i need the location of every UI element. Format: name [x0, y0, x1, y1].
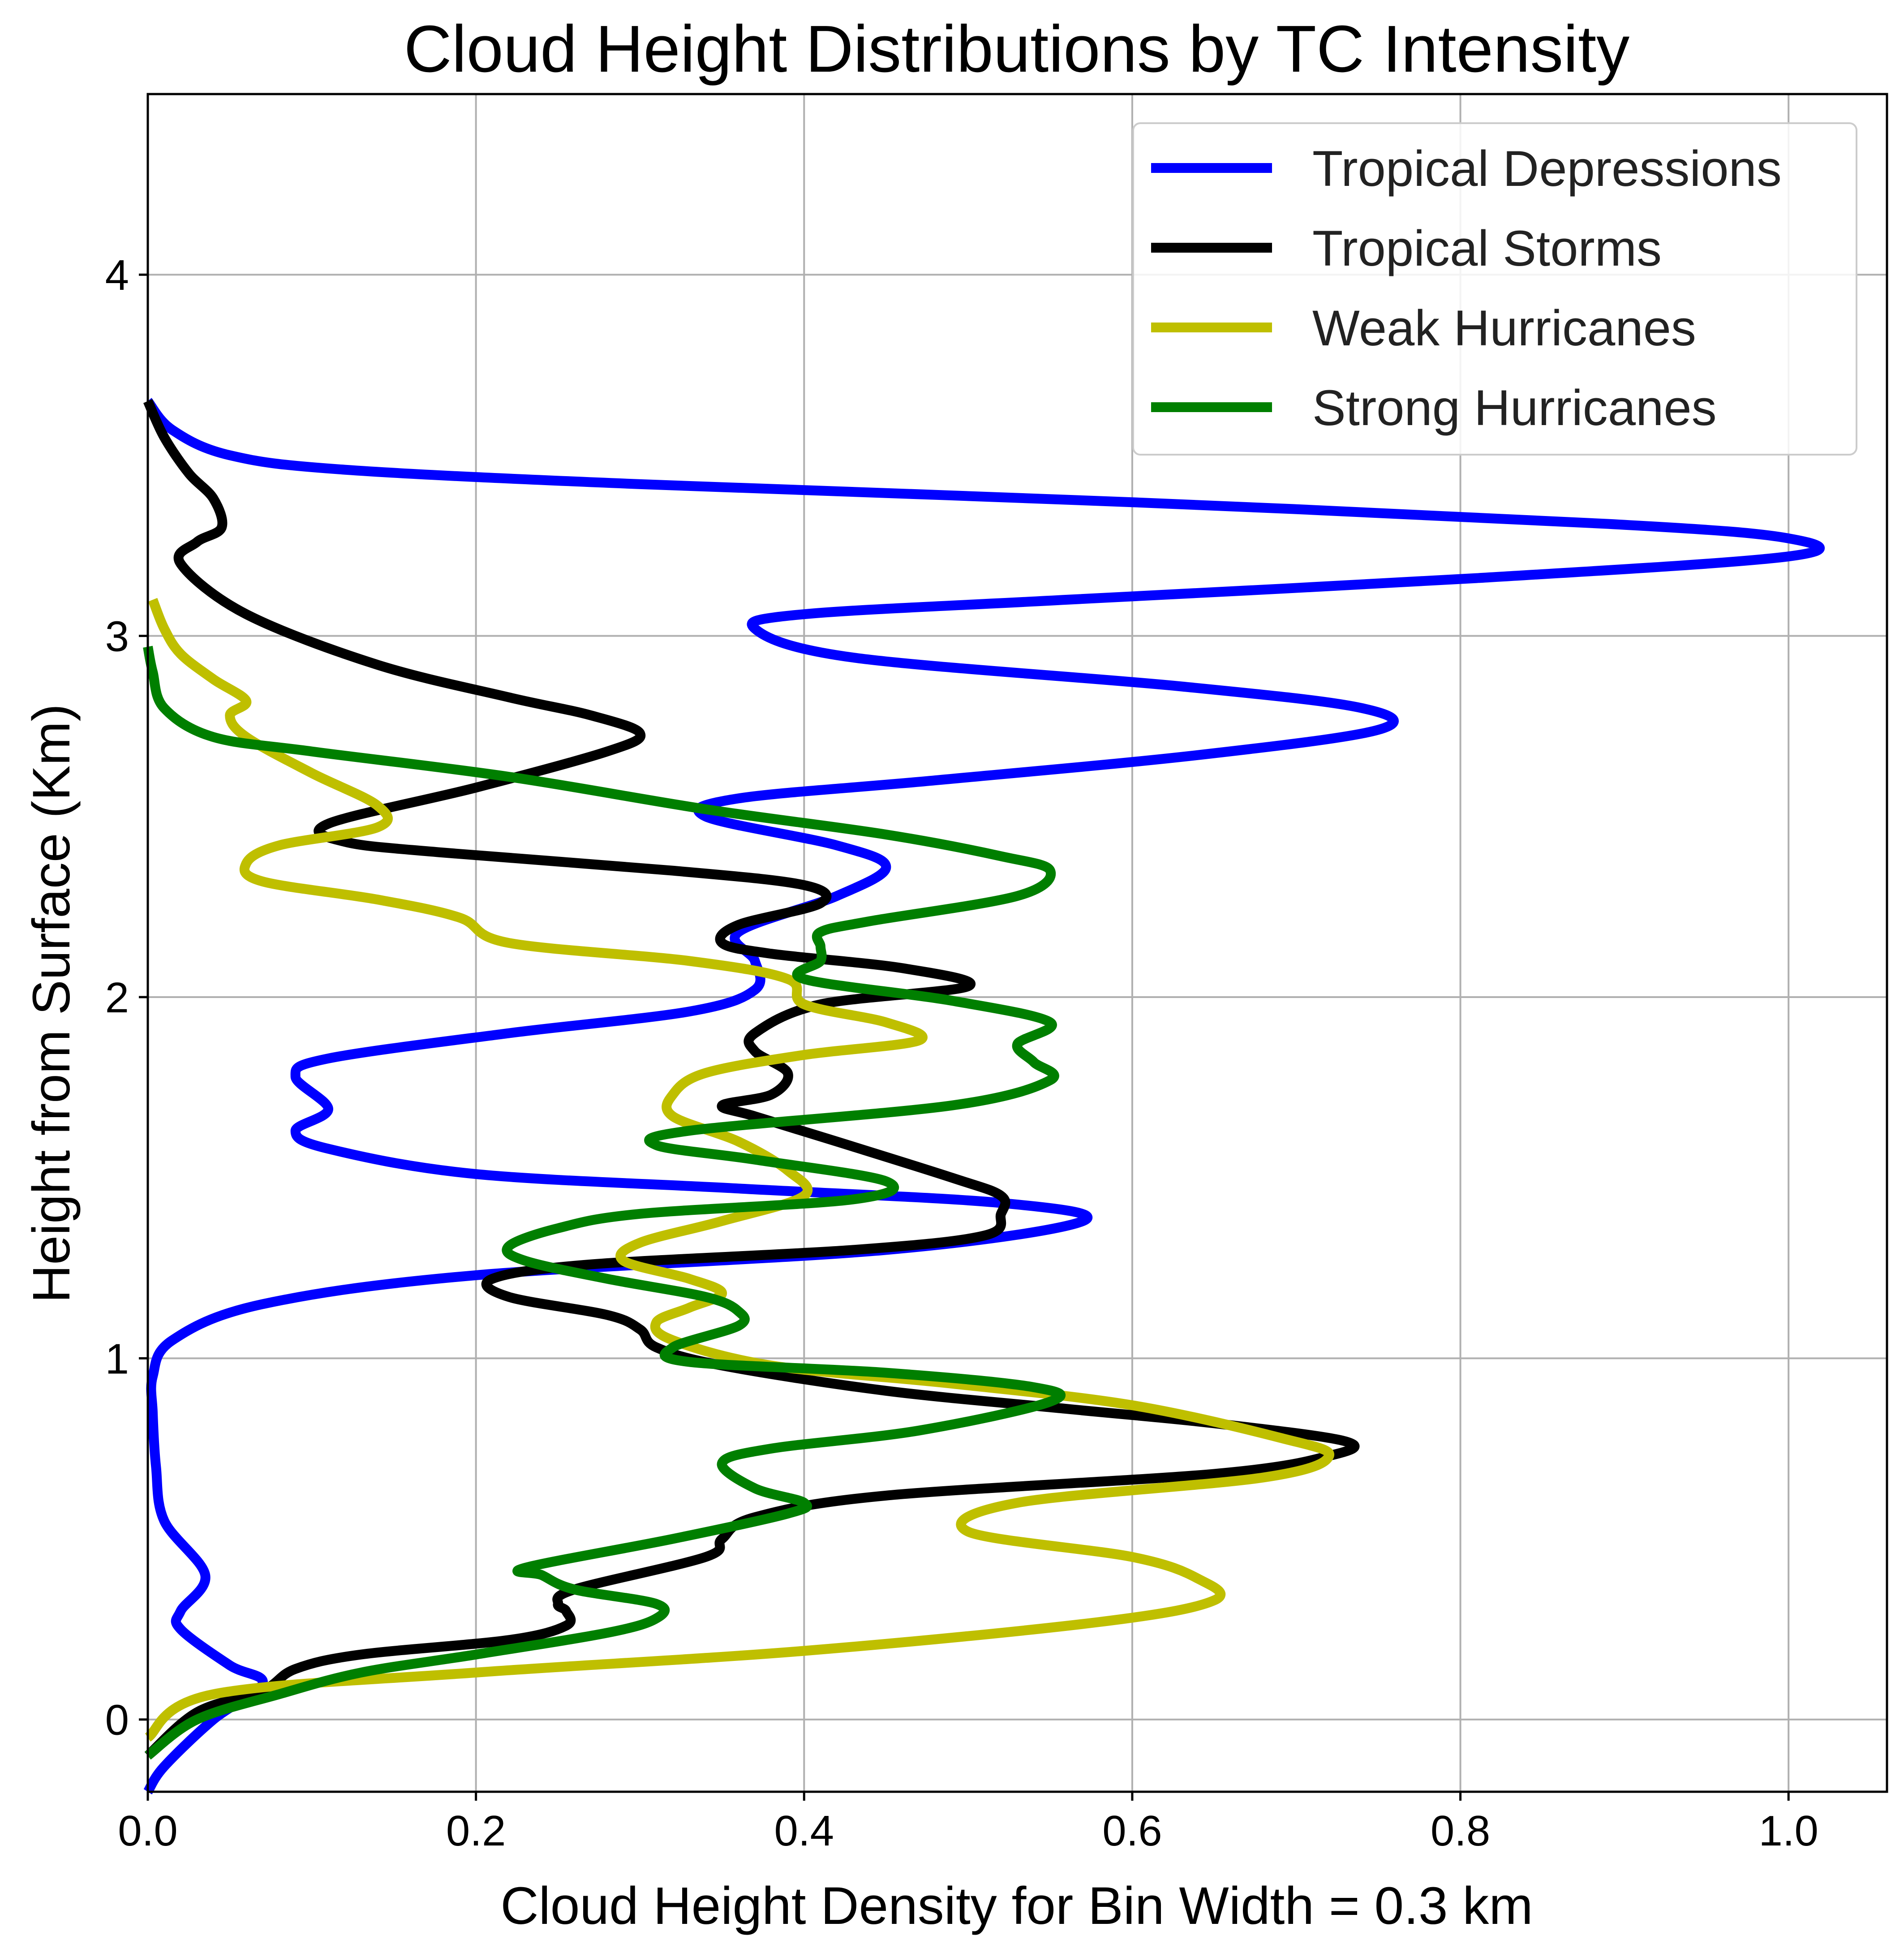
legend: Tropical Depressions Tropical Storms Weak …	[1132, 122, 1857, 456]
y-axis-label: Height from Surface (Km)	[22, 704, 81, 1303]
series-lines	[143, 398, 1825, 1794]
legend-label: Weak Hurricanes	[1312, 300, 1696, 356]
y-tick-label: 2	[105, 974, 129, 1022]
plot-frame	[146, 93, 1888, 1793]
y-tick-label: 4	[105, 251, 129, 299]
legend-label: Tropical Depressions	[1312, 141, 1782, 197]
x-tick-label: 0.6	[1102, 1807, 1162, 1855]
x-tick-label: 0.0	[118, 1807, 177, 1855]
series-line-4	[143, 645, 1066, 1760]
series-line-3	[145, 598, 1334, 1742]
x-tick-label: 0.4	[774, 1807, 834, 1855]
x-tick-label: 1.0	[1758, 1807, 1818, 1855]
y-tick-label: 1	[105, 1335, 129, 1383]
y-tick-label: 0	[105, 1696, 129, 1744]
axis-ticks: 0.0 0.2 0.4 0.6 0.8 1.0 0 1 2 3 4	[105, 251, 1818, 1855]
legend-label: Strong Hurricanes	[1312, 380, 1717, 436]
y-tick-label: 3	[105, 613, 129, 661]
legend-label: Tropical Storms	[1312, 220, 1662, 276]
legend-box	[1132, 122, 1857, 456]
x-tick-label: 0.8	[1431, 1807, 1490, 1855]
x-tick-label: 0.2	[446, 1807, 506, 1855]
chart-title: Cloud Height Distributions by TC Intensi…	[404, 12, 1629, 86]
series-line-1	[143, 398, 1825, 1794]
x-axis-label: Cloud Height Density for Bin Width = 0.3…	[500, 1876, 1533, 1936]
